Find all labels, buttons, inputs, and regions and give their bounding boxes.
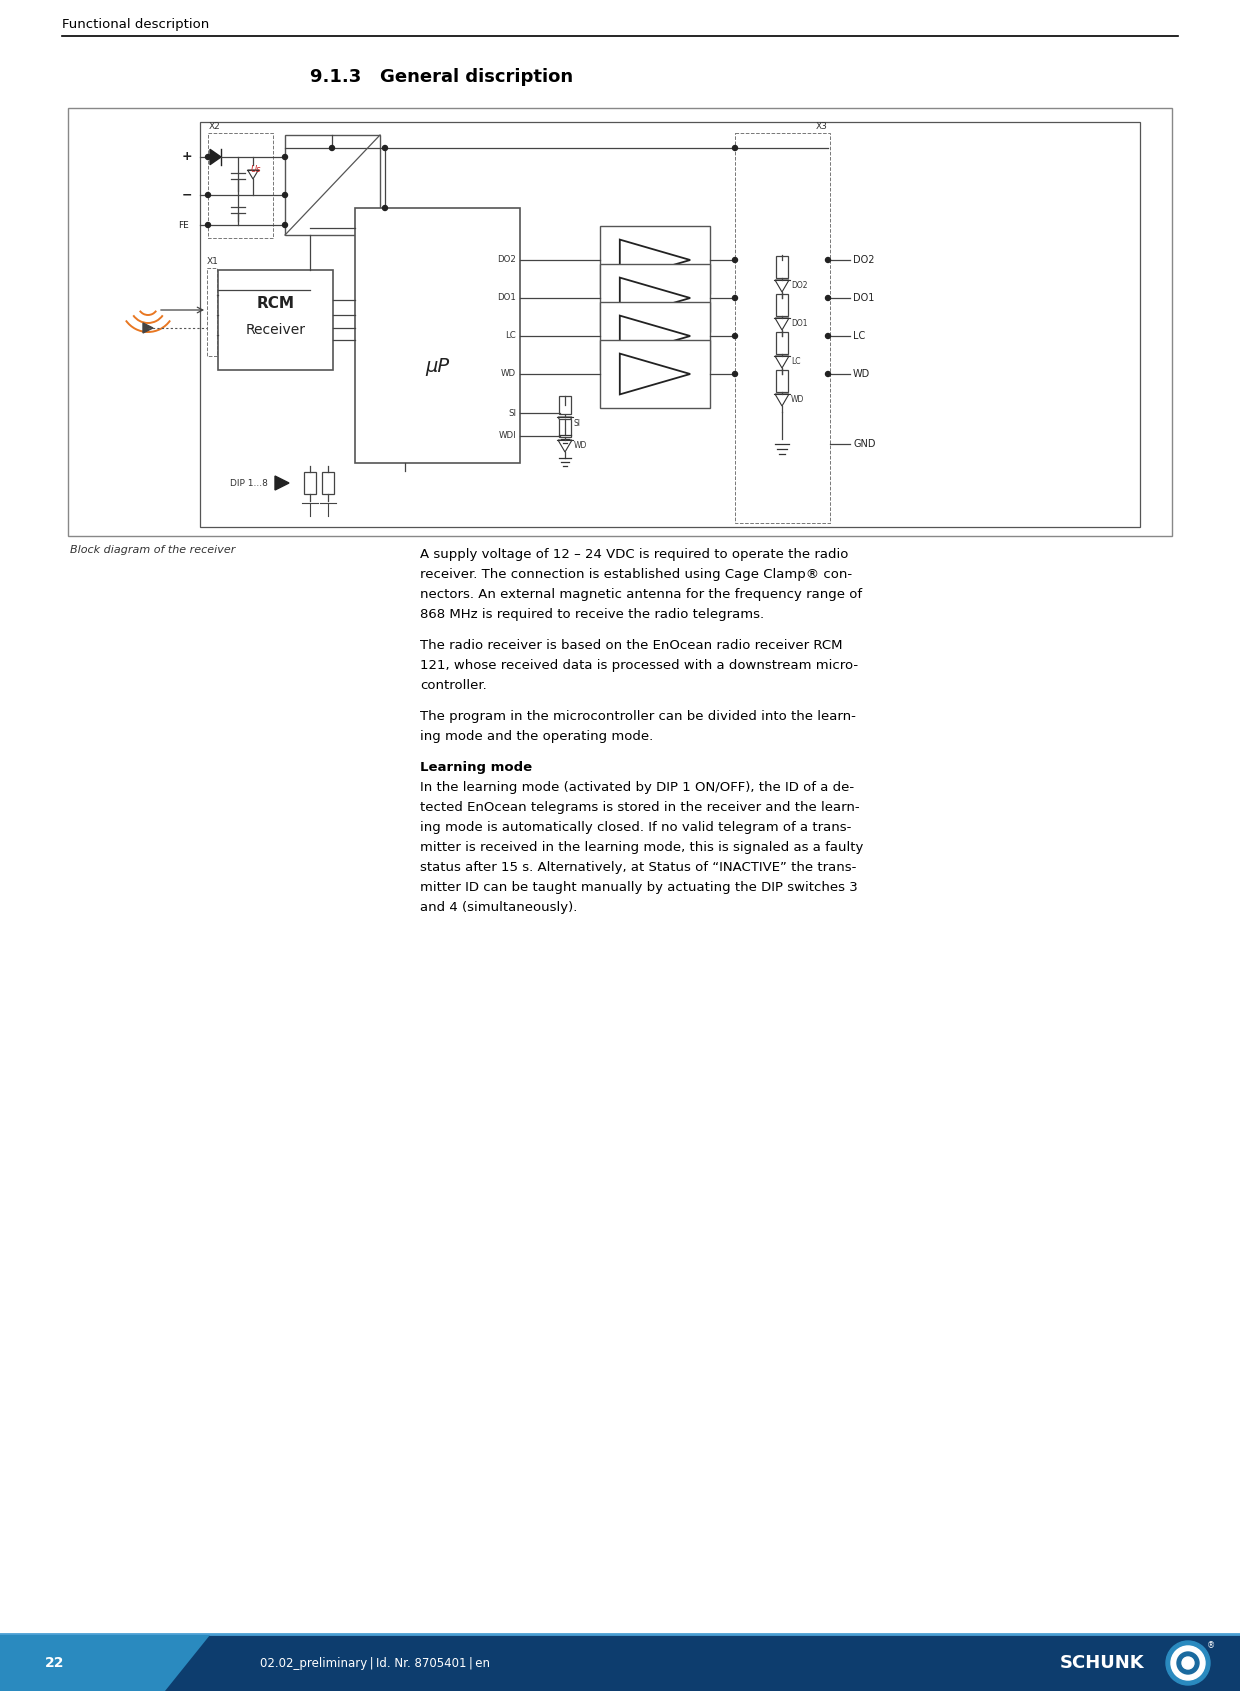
Text: Learning mode: Learning mode <box>420 761 532 774</box>
Polygon shape <box>0 1635 210 1691</box>
Text: receiver. The connection is established using Cage Clamp® con-: receiver. The connection is established … <box>420 568 852 582</box>
Text: LC: LC <box>791 357 801 367</box>
Circle shape <box>1166 1640 1210 1684</box>
Bar <box>776 255 787 277</box>
Circle shape <box>826 296 831 301</box>
Text: 22: 22 <box>45 1655 64 1671</box>
Bar <box>776 331 787 353</box>
Text: Block diagram of the receiver: Block diagram of the receiver <box>69 545 236 555</box>
Text: Receiver: Receiver <box>246 323 305 337</box>
Text: +: + <box>182 150 192 164</box>
Bar <box>559 396 570 414</box>
Text: mitter is received in the learning mode, this is signaled as a faulty: mitter is received in the learning mode,… <box>420 840 863 854</box>
Bar <box>776 294 787 316</box>
Text: FE: FE <box>179 220 188 230</box>
Text: X1: X1 <box>207 257 219 265</box>
Text: RCM: RCM <box>257 296 295 311</box>
Polygon shape <box>143 323 153 333</box>
Text: mitter ID can be taught manually by actuating the DIP switches 3: mitter ID can be taught manually by actu… <box>420 881 858 895</box>
Text: SI: SI <box>508 409 516 418</box>
Circle shape <box>283 154 288 159</box>
Circle shape <box>283 223 288 228</box>
Circle shape <box>826 333 831 338</box>
Text: μP: μP <box>425 357 450 375</box>
Circle shape <box>733 296 738 301</box>
Polygon shape <box>275 475 289 490</box>
Text: The program in the microcontroller can be divided into the learn-: The program in the microcontroller can b… <box>420 710 856 724</box>
Text: DO2: DO2 <box>791 281 807 291</box>
Circle shape <box>733 333 738 338</box>
Bar <box>600 227 711 294</box>
Text: The radio receiver is based on the EnOcean radio receiver RCM: The radio receiver is based on the EnOce… <box>420 639 842 653</box>
Text: 9.1.3   General discription: 9.1.3 General discription <box>310 68 573 86</box>
Circle shape <box>1177 1652 1199 1674</box>
Bar <box>355 208 520 463</box>
Bar <box>68 108 1172 536</box>
Text: nectors. An external magnetic antenna for the frequency range of: nectors. An external magnetic antenna fo… <box>420 588 862 600</box>
Circle shape <box>1171 1645 1205 1679</box>
Text: WD: WD <box>574 441 588 450</box>
Text: WD: WD <box>791 396 805 404</box>
Circle shape <box>382 206 387 210</box>
Text: WD: WD <box>501 370 516 379</box>
Text: Us: Us <box>250 166 262 174</box>
Text: SCHUNK: SCHUNK <box>1060 1654 1145 1672</box>
Text: X3: X3 <box>816 122 828 130</box>
Text: DO1: DO1 <box>791 320 807 328</box>
Text: DO1: DO1 <box>853 293 874 303</box>
Bar <box>322 472 334 494</box>
Text: status after 15 s. Alternatively, at Status of “INACTIVE” the trans-: status after 15 s. Alternatively, at Sta… <box>420 861 857 874</box>
Text: −: − <box>182 188 192 201</box>
Circle shape <box>206 154 211 159</box>
Bar <box>600 264 711 331</box>
Bar <box>208 134 273 238</box>
Bar <box>285 135 379 235</box>
Circle shape <box>826 257 831 262</box>
Text: DO1: DO1 <box>497 294 516 303</box>
Text: DO2: DO2 <box>497 255 516 264</box>
Text: SI: SI <box>574 418 582 428</box>
Text: 02.02_preliminary | Id. Nr. 8705401 | en: 02.02_preliminary | Id. Nr. 8705401 | en <box>260 1657 490 1669</box>
Text: DO2: DO2 <box>853 255 874 265</box>
Text: controller.: controller. <box>420 680 487 692</box>
Text: LC: LC <box>505 331 516 340</box>
Text: X2: X2 <box>210 122 221 130</box>
Text: WD: WD <box>853 369 870 379</box>
Text: A supply voltage of 12 – 24 VDC is required to operate the radio: A supply voltage of 12 – 24 VDC is requi… <box>420 548 848 561</box>
Bar <box>304 472 316 494</box>
Circle shape <box>733 145 738 150</box>
Bar <box>218 271 334 370</box>
Text: DIP 1...8: DIP 1...8 <box>229 479 268 487</box>
Circle shape <box>206 223 211 228</box>
Circle shape <box>1182 1657 1194 1669</box>
Text: ®: ® <box>1207 1640 1215 1650</box>
Bar <box>207 267 217 357</box>
Bar <box>0 1635 1240 1691</box>
Bar <box>600 340 711 408</box>
Text: ing mode is automatically closed. If no valid telegram of a trans-: ing mode is automatically closed. If no … <box>420 822 852 834</box>
Circle shape <box>283 193 288 198</box>
Bar <box>600 303 711 370</box>
Text: tected EnOcean telegrams is stored in the receiver and the learn-: tected EnOcean telegrams is stored in th… <box>420 802 859 813</box>
Bar <box>200 122 1140 528</box>
Text: 868 MHz is required to receive the radio telegrams.: 868 MHz is required to receive the radio… <box>420 609 764 621</box>
Polygon shape <box>210 149 221 164</box>
Bar <box>776 370 787 392</box>
Text: WDI: WDI <box>498 431 516 440</box>
Text: and 4 (simultaneously).: and 4 (simultaneously). <box>420 901 578 915</box>
Text: Functional description: Functional description <box>62 19 210 30</box>
Text: ing mode and the operating mode.: ing mode and the operating mode. <box>420 731 653 742</box>
Circle shape <box>382 145 387 150</box>
Circle shape <box>330 145 335 150</box>
Bar <box>559 419 570 436</box>
Text: In the learning mode (activated by DIP 1 ON/OFF), the ID of a de-: In the learning mode (activated by DIP 1… <box>420 781 854 795</box>
Circle shape <box>826 372 831 377</box>
Text: 121, whose received data is processed with a downstream micro-: 121, whose received data is processed wi… <box>420 659 858 671</box>
Circle shape <box>733 372 738 377</box>
Text: LC: LC <box>853 331 866 342</box>
Circle shape <box>733 257 738 262</box>
Circle shape <box>206 193 211 198</box>
Bar <box>735 134 830 523</box>
Text: GND: GND <box>853 440 875 450</box>
